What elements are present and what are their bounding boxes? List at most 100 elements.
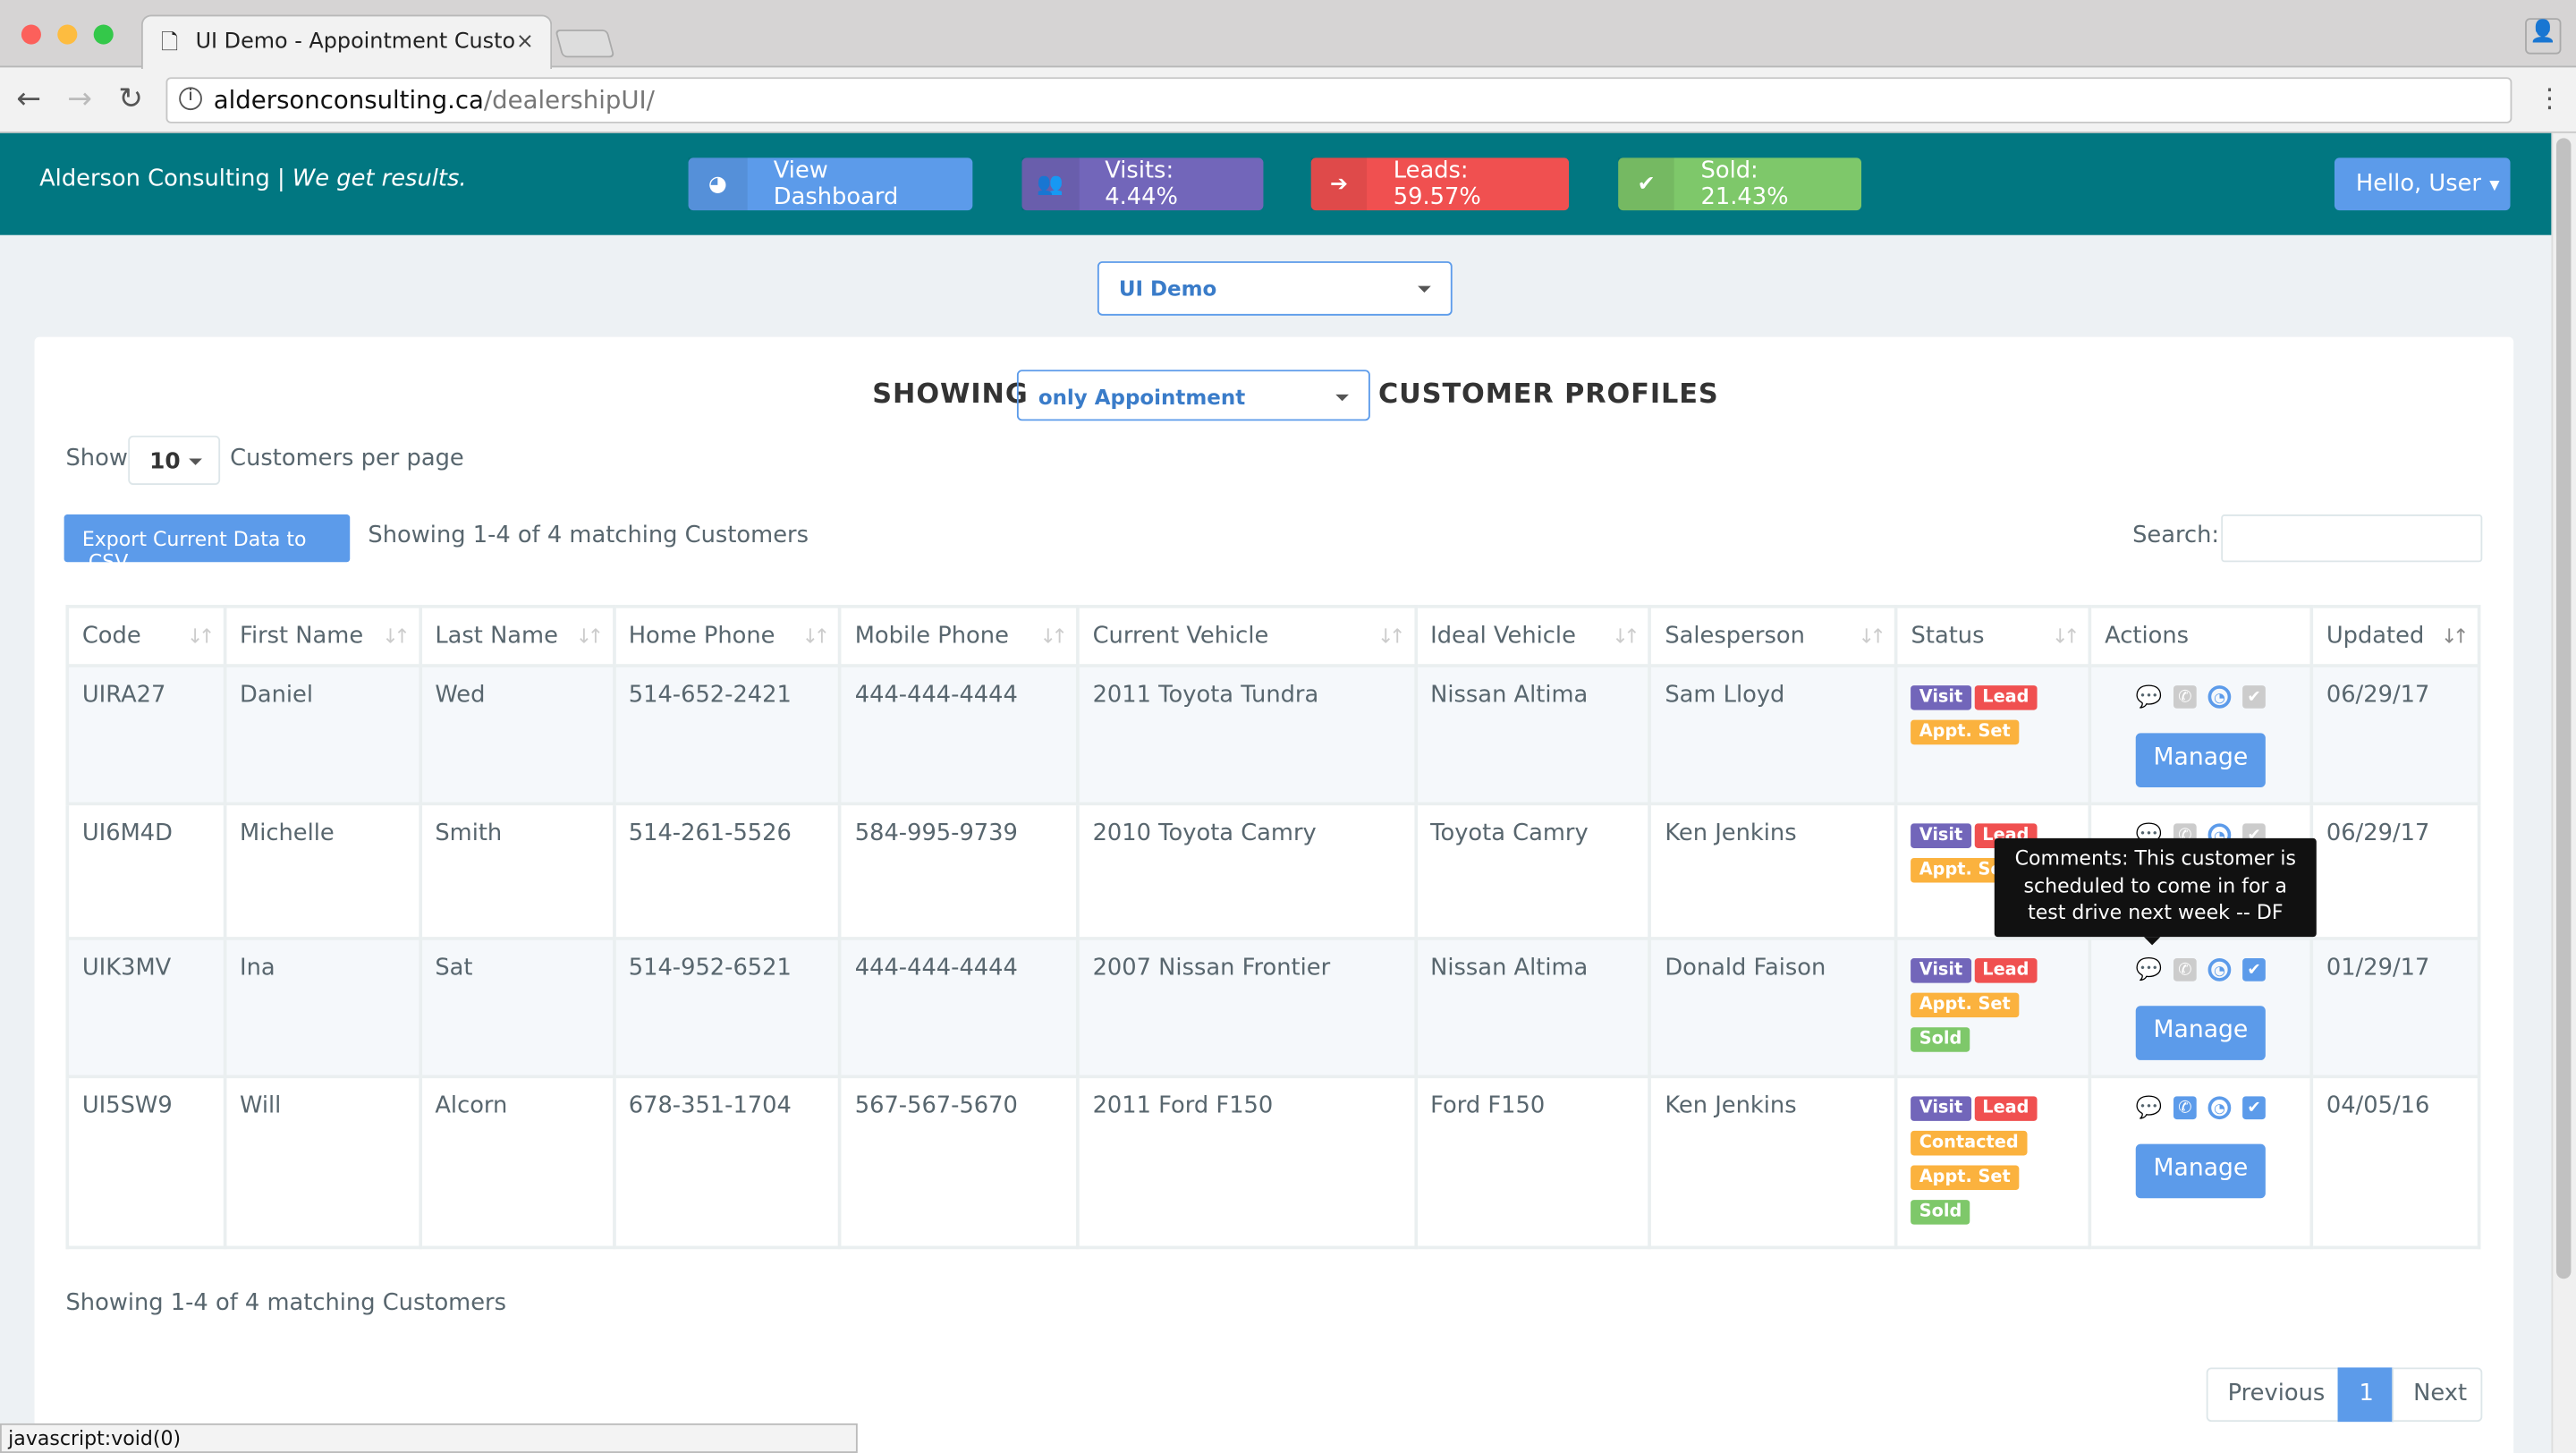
manage-button[interactable]: Manage [2135, 1143, 2266, 1199]
ideal-vehicle-cell-text: Toyota Camry [1430, 820, 1589, 847]
sold-button[interactable]: ✔ Sold: 21.43% [1618, 157, 1862, 211]
column-header[interactable]: Ideal Vehicle ↓↑ [1413, 605, 1652, 667]
visits-button[interactable]: 👥 Visits: 4.44% [1021, 157, 1264, 211]
leads-button[interactable]: ➔ Leads: 59.57% [1310, 157, 1570, 211]
column-header[interactable]: Mobile Phone ↓↑ [838, 605, 1080, 667]
table-row: UIRA27 Daniel Wed 514-652-2421 444-444-4444 2… [65, 664, 2481, 806]
code-cell-text: UIK3MV [81, 955, 172, 981]
updated-cell: 01/29/17 [2309, 937, 2481, 1079]
column-header[interactable]: Actions [2088, 605, 2314, 667]
brand[interactable]: Alderson Consulting | We get results. [39, 166, 467, 192]
caret-down-icon [1335, 394, 1349, 402]
user-menu-button[interactable]: Hello, User ▼ [2334, 157, 2511, 211]
code-cell: UI5SW9 [65, 1075, 227, 1250]
checkbox-icon[interactable]: ✔ [2242, 958, 2266, 981]
export-csv-button[interactable]: Export Current Data to .CSV [64, 514, 351, 574]
column-header[interactable]: Status ↓↑ [1894, 605, 2092, 667]
status-cell: Visit Lead Contacted Appt. Set Sold [1894, 1075, 2092, 1250]
tooltip-arrow [2143, 937, 2161, 946]
comment-icon[interactable]: 💬 [2135, 1095, 2163, 1120]
footer-result-count: Showing 1-4 of 4 matching Customers [65, 1290, 507, 1317]
minimize-window-button[interactable] [57, 24, 78, 45]
status-bar: javascript:void(0) [0, 1423, 858, 1453]
column-header[interactable]: Last Name ↓↑ [418, 605, 616, 667]
previous-page-button[interactable]: Previous [2206, 1367, 2340, 1423]
clock-icon[interactable]: ◔ [2207, 1096, 2232, 1120]
last-name-cell-text: Sat [435, 955, 473, 981]
profiles-label: CUSTOMER PROFILES [1378, 378, 1719, 410]
view-dashboard-button[interactable]: ◕ View Dashboard [688, 157, 973, 211]
browser-tab[interactable]: 🗋 UI Demo - Appointment Custo × [140, 14, 553, 70]
next-page-button[interactable]: Next [2392, 1367, 2483, 1423]
forward-icon[interactable]: → [67, 81, 93, 117]
column-header[interactable]: Home Phone ↓↑ [612, 605, 843, 667]
column-header[interactable]: Current Vehicle ↓↑ [1076, 605, 1418, 667]
column-label: Ideal Vehicle [1430, 623, 1576, 650]
column-label: First Name [240, 623, 364, 650]
new-tab-button[interactable] [555, 30, 615, 58]
status-badge: Sold [1911, 1200, 1970, 1225]
manage-button[interactable]: Manage [2135, 733, 2266, 787]
back-icon[interactable]: ← [16, 81, 42, 117]
salesperson-cell: Donald Faison [1648, 937, 1898, 1079]
label: Visits: 4.44% [1105, 157, 1178, 211]
phone-icon[interactable]: ✆ [2174, 958, 2197, 981]
column-header[interactable]: Updated ↓↑ [2309, 605, 2481, 667]
clock-icon[interactable]: ◔ [2207, 958, 2232, 981]
scrollbar-thumb[interactable] [2555, 138, 2572, 1279]
home-phone-cell-text: 514-952-6521 [628, 955, 792, 981]
url-path: /dealershipUI/ [483, 85, 655, 115]
column-label: Last Name [435, 623, 558, 650]
column-header[interactable]: First Name ↓↑ [223, 605, 422, 667]
menu-icon[interactable]: ⋮ [2536, 81, 2563, 114]
clock-icon[interactable]: ◔ [2207, 685, 2232, 709]
per-page-select[interactable]: 10 [128, 435, 221, 485]
first-name-cell-text: Will [240, 1092, 282, 1120]
updated-cell-text: 01/29/17 [2326, 955, 2430, 981]
code-cell-text: UI6M4D [81, 820, 173, 847]
salesperson-cell: Ken Jenkins [1648, 802, 1898, 940]
ideal-vehicle-cell: Nissan Altima [1413, 664, 1652, 806]
current-vehicle-cell: 2011 Toyota Tundra [1076, 664, 1418, 806]
dealer-select[interactable]: UI Demo [1097, 261, 1453, 316]
status-badge: Contacted [1911, 1130, 2027, 1156]
table-row: UIK3MV Ina Sat 514-952-6521 444-444-4444 2007… [65, 937, 2481, 1079]
reload-icon[interactable]: ↻ [118, 81, 143, 117]
sort-desc-icon: ↓↑ [2441, 625, 2469, 648]
app-header [0, 132, 2552, 235]
comment-icon[interactable]: 💬 [2135, 684, 2163, 710]
filter-select[interactable]: only Appointment [1016, 370, 1370, 421]
status-badge: Lead [1974, 1096, 2038, 1121]
phone-icon[interactable]: ✆ [2174, 1096, 2197, 1120]
close-window-button[interactable] [21, 24, 41, 45]
info-icon[interactable]: i [179, 87, 202, 111]
actions-cell: 💬 ✆ ◔ ✔ Manage [2088, 664, 2314, 806]
comment-icon[interactable]: 💬 [2135, 957, 2163, 982]
mobile-phone-cell: 444-444-4444 [838, 664, 1080, 806]
ideal-vehicle-cell: Toyota Camry [1413, 802, 1652, 940]
page-1-button[interactable]: 1 [2337, 1367, 2394, 1423]
current-vehicle-cell-text: 2011 Toyota Tundra [1092, 682, 1319, 709]
mobile-phone-cell-text: 584-995-9739 [854, 820, 1018, 847]
close-tab-icon[interactable]: × [515, 30, 534, 55]
search-label: Search: [2132, 523, 2220, 549]
search-input[interactable] [2221, 514, 2483, 563]
address-bar[interactable]: i aldersonconsulting.ca/dealershipUI/ [165, 77, 2512, 123]
status-cell: Visit Lead Appt. Set Sold [1894, 937, 2092, 1079]
code-cell-text: UI5SW9 [81, 1092, 173, 1120]
manage-button[interactable]: Manage [2135, 1006, 2266, 1060]
ideal-vehicle-cell-text: Ford F150 [1430, 1092, 1546, 1120]
home-phone-cell-text: 514-652-2421 [628, 682, 792, 709]
maximize-window-button[interactable] [93, 24, 114, 45]
column-header[interactable]: Salesperson ↓↑ [1648, 605, 1898, 667]
code-cell: UIK3MV [65, 937, 227, 1079]
profile-icon[interactable]: 👤 [2525, 18, 2562, 55]
code-cell: UI6M4D [65, 802, 227, 940]
customer-table: Code ↓↑ First Name ↓↑ Last Name ↓↑ Home Phone ↓… [65, 605, 2481, 1250]
checkbox-icon[interactable]: ✔ [2242, 1096, 2266, 1120]
mobile-phone-cell-text: 444-444-4444 [854, 955, 1018, 981]
phone-icon[interactable]: ✆ [2174, 685, 2197, 709]
column-header[interactable]: Code ↓↑ [65, 605, 227, 667]
checkbox-icon[interactable]: ✔ [2242, 685, 2266, 709]
home-phone-cell: 678-351-1704 [612, 1075, 843, 1250]
